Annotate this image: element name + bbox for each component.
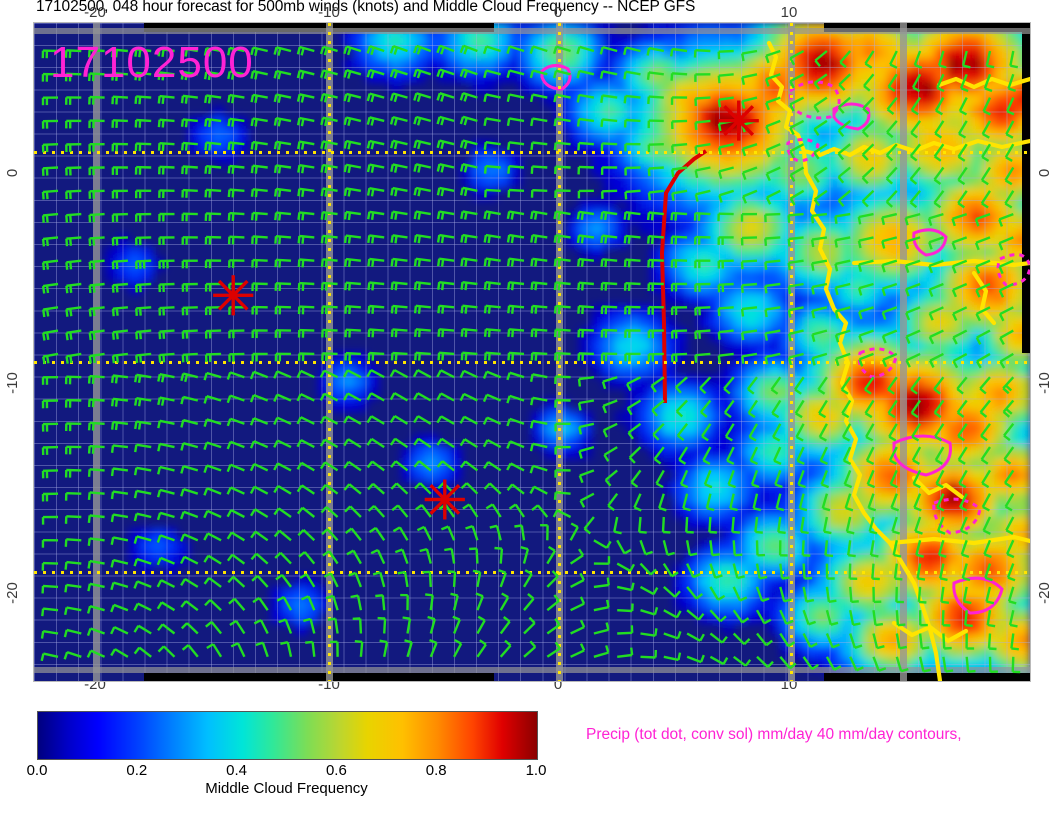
graticule-10s	[34, 361, 1030, 364]
graticule-20s	[34, 571, 1030, 574]
precip-caption: Precip (tot dot, conv sol) mm/day 40 mm/…	[586, 726, 962, 743]
page-title: 17102500, 048 hour forecast for 500mb wi…	[36, 0, 696, 15]
bottom-mask-band	[144, 673, 494, 681]
graticule-0	[558, 23, 561, 681]
axis-tick-label: -20	[1036, 582, 1053, 604]
colorbar-tick-label: 0.6	[325, 762, 347, 779]
grey-band-20w	[93, 23, 100, 681]
grey-band-15e	[900, 23, 907, 681]
axis-tick-label: -10	[4, 372, 21, 394]
map-plot-area[interactable]: 17102500	[33, 22, 1031, 682]
graticule-10e	[790, 23, 793, 681]
graticule-equator	[34, 151, 1030, 154]
axis-tick-label: -10	[1036, 372, 1053, 394]
colorbar-tick-label: 1.0	[525, 762, 547, 779]
axis-tick-label: 0	[553, 4, 563, 21]
colorbar-label: Middle Cloud Frequency	[205, 780, 368, 797]
grey-band-equator	[34, 28, 1030, 34]
colorbar-tick-label: 0.8	[425, 762, 447, 779]
grey-band-south	[34, 667, 1030, 673]
axis-tick-label: -10	[318, 4, 340, 21]
bottom-mask-band-2	[824, 673, 1030, 681]
date-stamp: 17102500	[50, 38, 254, 87]
colorbar-tick-label: 0.4	[226, 762, 248, 779]
axis-tick-label: -20	[4, 582, 21, 604]
colorbar-tick-label: 0.2	[126, 762, 148, 779]
right-mask-band	[1022, 23, 1030, 353]
axis-tick-label: 0	[553, 676, 563, 693]
top-mask-band-2	[824, 23, 1030, 32]
axis-tick-label: 0	[4, 168, 21, 178]
axis-tick-label: 10	[780, 4, 798, 21]
storm-marker-layer[interactable]	[34, 23, 1030, 681]
colorbar[interactable]	[37, 711, 538, 760]
top-mask-band	[144, 23, 494, 32]
axis-tick-label: 0	[1036, 168, 1053, 178]
wind-barb-layer	[40, 44, 1021, 674]
colorbar-tick-label: 0.0	[26, 762, 48, 779]
graticule-10w	[328, 23, 331, 681]
axis-tick-label: -20	[84, 4, 106, 21]
